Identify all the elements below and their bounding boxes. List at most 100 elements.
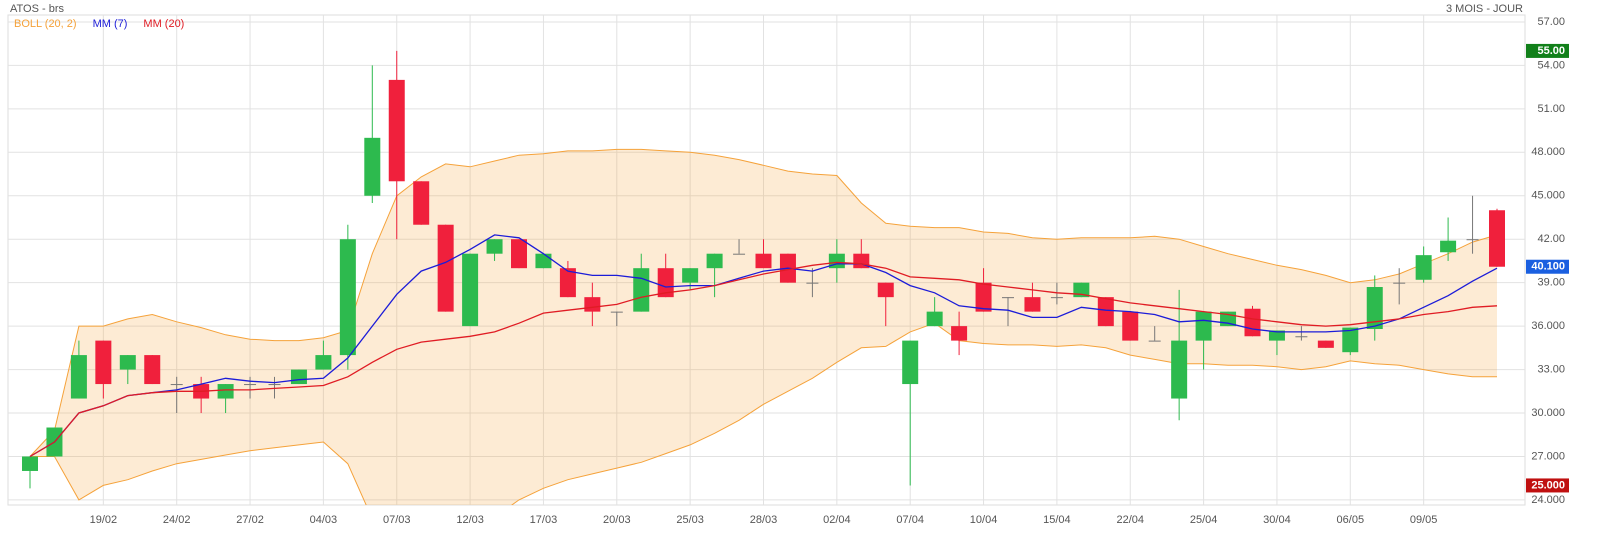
candle-body bbox=[1244, 308, 1261, 337]
x-tick-label: 28/03 bbox=[750, 514, 778, 526]
candle-body bbox=[975, 282, 992, 312]
candle-body bbox=[902, 340, 919, 385]
y-tick-label: 27.000 bbox=[1531, 450, 1565, 462]
y-tick-label: 42.00 bbox=[1537, 233, 1565, 245]
moving-average-line bbox=[29, 261, 1498, 458]
price-badge-label: 25.000 bbox=[1531, 479, 1565, 491]
candle-body bbox=[70, 355, 87, 399]
candle-body bbox=[733, 253, 746, 255]
x-tick-label: 17/03 bbox=[530, 514, 558, 526]
candle-body bbox=[119, 355, 136, 370]
candle-body bbox=[1415, 255, 1432, 280]
x-tick-label: 09/05 bbox=[1410, 514, 1438, 526]
candle-body bbox=[610, 311, 623, 313]
price-badge bbox=[1526, 43, 1569, 58]
candle-body bbox=[584, 297, 601, 312]
candle-body bbox=[1440, 240, 1457, 253]
candle-body bbox=[290, 369, 307, 385]
price-badge-label: 40.100 bbox=[1531, 261, 1565, 273]
x-tick-label: 22/04 bbox=[1116, 514, 1144, 526]
candle-body bbox=[535, 253, 552, 269]
chart-title: ATOS - brs bbox=[10, 3, 64, 15]
candle-body bbox=[486, 239, 503, 254]
plot-frame bbox=[7, 14, 1526, 506]
candle-body bbox=[1024, 297, 1041, 312]
y-tick-label: 24.000 bbox=[1531, 494, 1565, 506]
y-tick-label: 51.00 bbox=[1537, 103, 1565, 115]
x-tick-label: 06/05 bbox=[1337, 514, 1365, 526]
x-tick-label: 12/03 bbox=[456, 514, 484, 526]
price-badge bbox=[1526, 478, 1569, 493]
moving-average-line bbox=[29, 234, 1498, 458]
y-tick-label: 39.00 bbox=[1537, 277, 1565, 289]
candle-body bbox=[877, 282, 894, 298]
y-tick-label: 54.00 bbox=[1537, 59, 1565, 71]
y-tick-label: 45.000 bbox=[1531, 190, 1565, 202]
candle-body bbox=[437, 224, 454, 312]
legend-entry: MM (7) bbox=[93, 18, 128, 30]
bollinger-lower bbox=[30, 322, 1497, 505]
candle-body bbox=[22, 456, 38, 471]
candle-body bbox=[244, 384, 257, 386]
x-tick-label: 25/04 bbox=[1190, 514, 1218, 526]
candle-body bbox=[755, 253, 772, 269]
x-tick-label: 30/04 bbox=[1263, 514, 1291, 526]
x-tick-label: 25/03 bbox=[676, 514, 704, 526]
candle-body bbox=[1342, 327, 1359, 353]
legend-entry: MM (20) bbox=[143, 18, 184, 30]
candle-body bbox=[806, 282, 819, 284]
candle-body bbox=[559, 268, 576, 298]
candle-body bbox=[462, 253, 479, 327]
x-tick-label: 02/04 bbox=[823, 514, 851, 526]
candle-body bbox=[1148, 340, 1161, 342]
candle-body bbox=[926, 311, 943, 327]
candle-body bbox=[388, 79, 405, 182]
candle-body bbox=[339, 239, 356, 356]
y-tick-label: 33.00 bbox=[1537, 363, 1565, 375]
bollinger-upper bbox=[29, 148, 1498, 457]
y-tick-label: 48.000 bbox=[1531, 146, 1565, 158]
period-label: 3 MOIS - JOUR bbox=[1446, 3, 1523, 15]
candle-body bbox=[1393, 282, 1406, 284]
x-tick-label: 07/04 bbox=[896, 514, 924, 526]
candle-body bbox=[1268, 330, 1285, 341]
x-tick-label: 07/03 bbox=[383, 514, 411, 526]
y-tick-label: 36.000 bbox=[1531, 320, 1565, 332]
candle-body bbox=[95, 340, 112, 385]
candle-body bbox=[1171, 340, 1188, 399]
candle-body bbox=[217, 384, 234, 399]
candle-body bbox=[413, 181, 430, 225]
candle-body bbox=[1097, 297, 1114, 327]
candle-body bbox=[706, 253, 723, 269]
candle-body bbox=[511, 239, 527, 269]
candle-body bbox=[1002, 297, 1014, 299]
candle-body bbox=[682, 268, 699, 283]
x-tick-label: 27/02 bbox=[236, 514, 264, 526]
x-tick-label: 10/04 bbox=[970, 514, 998, 526]
candle-body bbox=[1050, 297, 1063, 299]
candle-body bbox=[1295, 336, 1308, 338]
x-tick-label: 04/03 bbox=[310, 514, 338, 526]
candle-body bbox=[1195, 311, 1212, 341]
legend-entry: BOLL (20, 2) bbox=[14, 18, 77, 30]
candle-body bbox=[1466, 239, 1479, 241]
candle-body bbox=[1489, 210, 1505, 267]
y-tick-label: 57.00 bbox=[1537, 16, 1565, 28]
candle-body bbox=[1366, 287, 1383, 330]
x-tick-label: 15/04 bbox=[1043, 514, 1071, 526]
candle-body bbox=[657, 268, 674, 298]
candle-body bbox=[1122, 311, 1139, 341]
x-tick-label: 24/02 bbox=[163, 514, 191, 526]
y-tick-label: 30.000 bbox=[1531, 407, 1565, 419]
candle-body bbox=[951, 326, 968, 341]
candle-body bbox=[315, 355, 332, 370]
candle-body bbox=[268, 384, 281, 386]
price-badge-label: 55.00 bbox=[1537, 45, 1565, 57]
candle-body bbox=[144, 355, 161, 385]
x-tick-label: 19/02 bbox=[90, 514, 118, 526]
candle-body bbox=[170, 384, 183, 386]
x-tick-label: 20/03 bbox=[603, 514, 631, 526]
candle-body bbox=[1317, 340, 1334, 348]
price-badge bbox=[1526, 259, 1569, 274]
